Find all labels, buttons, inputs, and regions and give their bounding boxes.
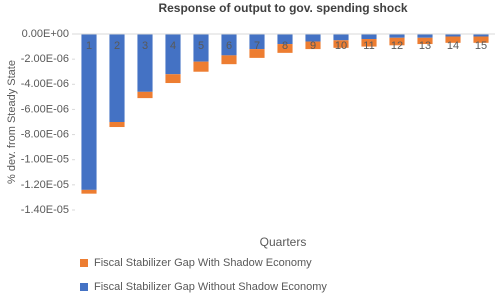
bar bbox=[277, 44, 293, 53]
bar bbox=[361, 34, 377, 40]
legend-swatch bbox=[80, 283, 88, 291]
y-tick-label: -4.00E-06 bbox=[21, 78, 69, 90]
x-tick-label: 7 bbox=[254, 40, 260, 52]
bar bbox=[221, 34, 237, 56]
y-tick-label: -1.20E-05 bbox=[21, 179, 69, 191]
bar bbox=[249, 49, 265, 58]
legend-label: Fiscal Stabilizer Gap With Shadow Econom… bbox=[94, 257, 312, 269]
bar bbox=[81, 189, 97, 194]
y-tick-label: -1.40E-05 bbox=[21, 204, 69, 216]
bar bbox=[305, 41, 321, 50]
x-tick-label: 8 bbox=[282, 40, 288, 52]
bar bbox=[109, 34, 125, 122]
x-tick-label: 14 bbox=[447, 40, 459, 52]
x-tick-label: 5 bbox=[198, 40, 204, 52]
x-tick-label: 1 bbox=[86, 40, 92, 52]
y-axis-label: % dev. from Steady State bbox=[6, 60, 18, 184]
x-tick-label: 13 bbox=[419, 40, 431, 52]
bar bbox=[305, 34, 321, 42]
bar bbox=[445, 34, 461, 37]
x-axis-label: Quarters bbox=[260, 235, 307, 249]
x-tick-label: 3 bbox=[142, 40, 148, 52]
y-tick-label: -1.00E-05 bbox=[21, 154, 69, 166]
bar bbox=[109, 122, 125, 128]
x-tick-label: 15 bbox=[475, 40, 487, 52]
bar bbox=[333, 34, 349, 41]
bar bbox=[333, 40, 349, 48]
bar bbox=[165, 74, 181, 84]
bar bbox=[137, 34, 153, 92]
y-tick-label: 0.00E+00 bbox=[22, 28, 69, 40]
legend-label: Fiscal Stabilizer Gap Without Shadow Eco… bbox=[94, 281, 327, 293]
bar bbox=[389, 37, 405, 46]
x-tick-label: 10 bbox=[335, 40, 347, 52]
bar bbox=[137, 91, 153, 99]
bar bbox=[389, 34, 405, 38]
x-tick-label: 2 bbox=[114, 40, 120, 52]
legend-swatch bbox=[80, 259, 88, 267]
bar bbox=[445, 36, 461, 43]
y-tick-label: -8.00E-06 bbox=[21, 128, 69, 140]
bar bbox=[249, 34, 265, 50]
x-tick-label: 6 bbox=[226, 40, 232, 52]
bar bbox=[193, 61, 209, 72]
x-tick-label: 12 bbox=[391, 40, 403, 52]
bar bbox=[165, 34, 181, 75]
bar bbox=[193, 34, 209, 62]
y-tick-label: -2.00E-06 bbox=[21, 53, 69, 65]
x-tick-label: 4 bbox=[170, 40, 176, 52]
bar bbox=[473, 36, 489, 43]
bar bbox=[417, 34, 433, 38]
bar bbox=[221, 55, 237, 65]
bar bbox=[81, 34, 97, 190]
bar bbox=[277, 34, 293, 45]
bar bbox=[361, 39, 377, 47]
x-tick-label: 9 bbox=[310, 40, 316, 52]
y-tick-label: -6.00E-06 bbox=[21, 103, 69, 115]
bar bbox=[473, 34, 489, 37]
x-tick-label: 11 bbox=[363, 40, 374, 52]
bar bbox=[417, 37, 433, 45]
chart-title: Response of output to gov. spending shoc… bbox=[158, 1, 407, 15]
